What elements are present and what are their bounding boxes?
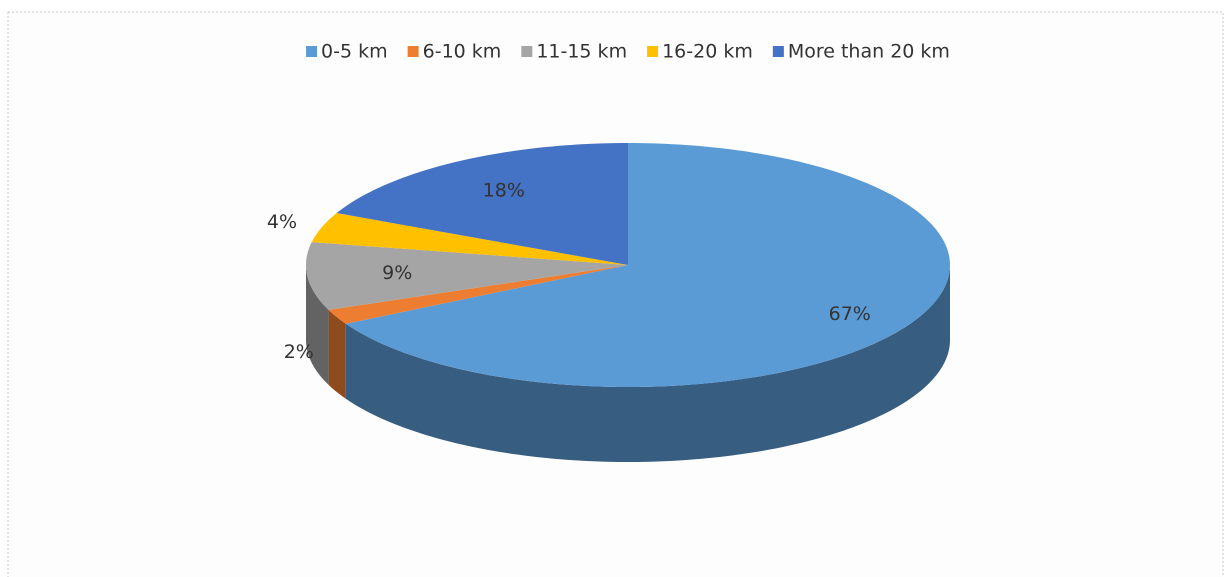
slice [345, 143, 950, 387]
slice [311, 213, 628, 265]
data-label: 18% [483, 179, 525, 201]
slice [328, 265, 628, 324]
legend-label: More than 20 km [788, 41, 950, 63]
data-label: 2% [284, 341, 314, 363]
legend-label: 16-20 km [662, 41, 753, 63]
legend-swatch [407, 46, 419, 57]
data-label: 4% [267, 211, 297, 233]
legend-swatch [772, 46, 784, 57]
slice [336, 143, 628, 265]
data-label: 9% [382, 262, 412, 284]
legend-label: 6-10 km [423, 41, 502, 63]
legend-label: 0-5 km [321, 41, 388, 63]
slice-side [328, 309, 346, 399]
legend-swatch [647, 46, 659, 57]
legend-swatch [306, 46, 318, 57]
slice-side [345, 265, 951, 462]
slice-side [306, 265, 329, 385]
legend-label: 11-15 km [536, 41, 627, 63]
slice [306, 242, 628, 310]
legend-swatch [521, 46, 533, 57]
data-label: 67% [829, 303, 871, 325]
